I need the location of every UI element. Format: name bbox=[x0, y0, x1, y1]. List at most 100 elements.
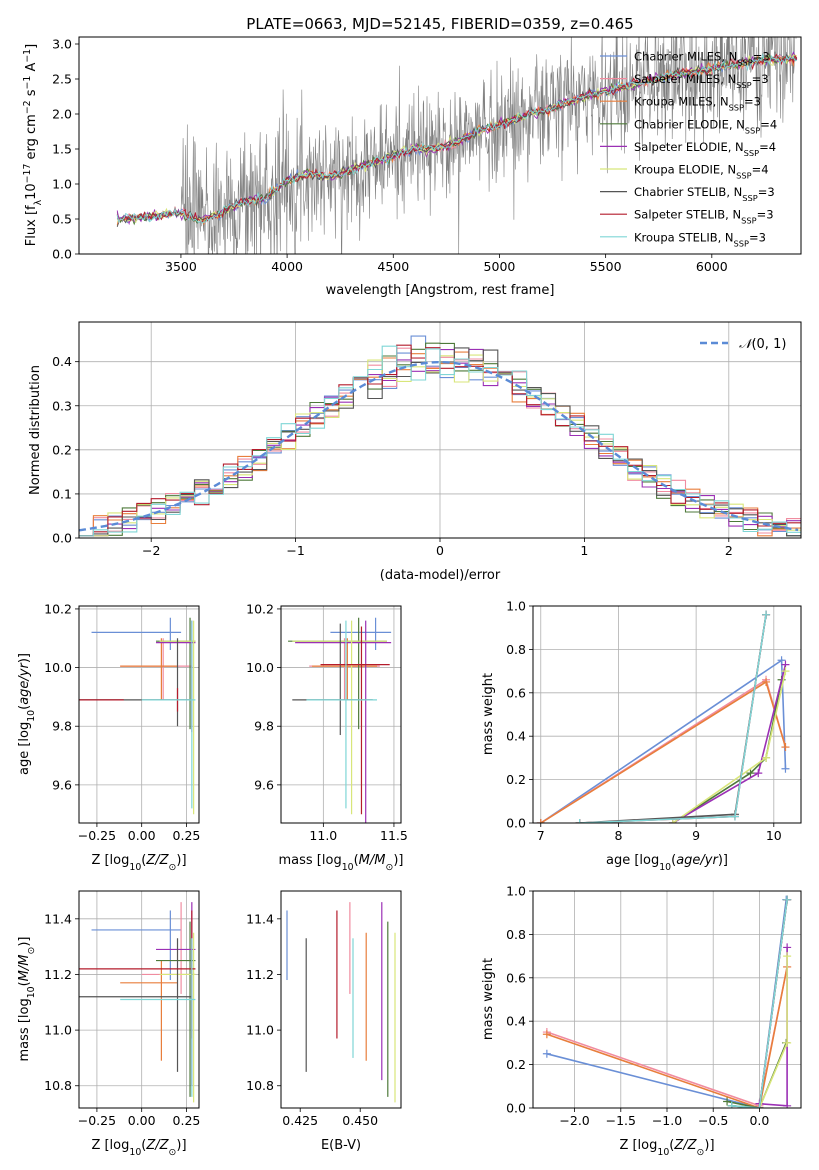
y-tick-label: 0.8 bbox=[506, 927, 526, 942]
weight-Z-marker bbox=[542, 1049, 551, 1058]
x-tick-label: 6000 bbox=[696, 259, 728, 274]
y-tick-label: 0.2 bbox=[506, 772, 526, 787]
axes-frame bbox=[78, 36, 802, 255]
residuals-legend: 𝒩(0, 1) bbox=[700, 337, 786, 352]
x-tick-label: 0.00 bbox=[128, 1113, 156, 1128]
y-tick-label: 2.0 bbox=[52, 107, 72, 122]
legend-entry-salpeter_miles: Salpeter MILES, NSSP=3 bbox=[634, 72, 769, 90]
x-tick-label: 0.425 bbox=[282, 1113, 318, 1128]
spectrum-title: PLATE=0663, MJD=52145, FIBERID=0359, z=0… bbox=[246, 15, 633, 33]
weight-age-marker bbox=[762, 677, 771, 686]
weight-Z-marker bbox=[755, 1104, 764, 1108]
spectrum-axes: 3500 4000 4500 5000 5500 6000 0.0 0.5 1.0 1.5 2.0 2… bbox=[22, 36, 802, 298]
x-tick-label: 7 bbox=[537, 828, 545, 843]
legend-entry-kroupa_elodie: Kroupa ELODIE, NSSP=4 bbox=[634, 163, 769, 181]
y-tick-label: 10.0 bbox=[246, 660, 274, 675]
y-tick-label: 9.8 bbox=[254, 719, 274, 734]
observed-spectrum-line bbox=[116, 37, 797, 254]
weight-age-axes-plot-area bbox=[533, 606, 801, 823]
spectrum-legend: Chabrier MILES, NSSP=3 Salpeter MILES, NS… bbox=[600, 50, 777, 248]
weight-Z-line-kroupa_miles bbox=[546, 966, 788, 1108]
x-tick-label: 4000 bbox=[271, 259, 303, 274]
weight-age-axes: 7 8 9 10 0.0 0.2 0.4 0.6 0.8 1.0 age [log10(age/yr… bbox=[481, 599, 802, 873]
y-tick-label: 11.2 bbox=[44, 967, 72, 982]
x-tick-label: 0.450 bbox=[342, 1113, 378, 1128]
y-tick-label: 0.4 bbox=[506, 729, 526, 744]
x-tick-label: −1 bbox=[286, 543, 304, 558]
legend-entry-chabrier_stelib: Chabrier STELIB, NSSP=3 bbox=[634, 185, 775, 203]
x-tick-label: 11.0 bbox=[309, 828, 337, 843]
y-tick-label: 0.8 bbox=[506, 642, 526, 657]
weight-Z-marker bbox=[783, 1101, 792, 1108]
weight-age-marker bbox=[762, 753, 771, 762]
y-tick-label: 10.2 bbox=[246, 601, 274, 616]
y-tick-label: 1.0 bbox=[506, 599, 526, 614]
mass-Z-axes: −0.25 0.00 0.25 10.8 11.0 11.2 11.4 Z [log10(Z/… bbox=[17, 890, 201, 1158]
x-tick-label: −1.0 bbox=[652, 1113, 682, 1128]
weight-age-marker bbox=[777, 656, 786, 665]
y-tick-label: 10.8 bbox=[44, 1078, 72, 1093]
y-tick-label: 0.1 bbox=[52, 486, 72, 501]
mass-Z-axes-plot-area bbox=[79, 891, 199, 1108]
x-tick-label: 5000 bbox=[484, 259, 516, 274]
spectrum-axes-plot-area bbox=[116, 37, 798, 254]
mass-Z-ylabel: mass [log10(M/M⊙)] bbox=[17, 937, 37, 1062]
weight-Z-marker bbox=[542, 1030, 551, 1039]
y-tick-label: 0.0 bbox=[52, 531, 72, 546]
x-tick-label: 10 bbox=[766, 828, 782, 843]
weight-Z-marker bbox=[783, 943, 792, 952]
x-tick-label: 9 bbox=[692, 828, 700, 843]
x-tick-label: −0.5 bbox=[698, 1113, 728, 1128]
y-tick-label: 10.0 bbox=[44, 660, 72, 675]
axes-frame bbox=[78, 890, 200, 1109]
y-tick-label: 0.2 bbox=[506, 1057, 526, 1072]
histogram-step-kroupa_stelib bbox=[79, 345, 801, 537]
y-tick-label: 0.0 bbox=[506, 816, 526, 831]
axes-frame bbox=[78, 605, 200, 824]
weight-age-marker bbox=[536, 819, 545, 823]
y-tick-label: 0.0 bbox=[506, 1101, 526, 1116]
y-tick-label: 0.6 bbox=[506, 685, 526, 700]
legend-entry-chabrier_miles: Chabrier MILES, NSSP=3 bbox=[634, 50, 770, 68]
y-tick-label: 11.0 bbox=[44, 1023, 72, 1038]
x-tick-label: 11.5 bbox=[380, 828, 408, 843]
age-Z-axes-plot-area bbox=[79, 606, 199, 823]
weight-age-marker bbox=[746, 769, 755, 778]
x-tick-label: 0.25 bbox=[173, 828, 201, 843]
y-tick-label: 0.5 bbox=[52, 212, 72, 227]
y-tick-label: 0.4 bbox=[506, 1014, 526, 1029]
x-tick-label: 2 bbox=[725, 543, 733, 558]
residuals-axes-plot-area bbox=[79, 322, 801, 538]
residuals-xlabel: (data-model)/error bbox=[380, 568, 501, 583]
x-tick-label: 4500 bbox=[377, 259, 409, 274]
age-mass-xlabel: mass [log10(M/M⊙)] bbox=[279, 853, 404, 873]
y-tick-label: 1.0 bbox=[52, 177, 72, 192]
y-tick-label: 9.6 bbox=[52, 777, 72, 792]
weight-Z-marker bbox=[727, 1101, 736, 1108]
weight-age-marker bbox=[781, 667, 790, 676]
weight-Z-marker bbox=[723, 1097, 732, 1106]
axes-frame bbox=[532, 605, 802, 824]
y-tick-label: 11.0 bbox=[246, 1023, 274, 1038]
legend-entry-salpeter_stelib: Salpeter STELIB, NSSP=3 bbox=[634, 208, 774, 226]
weight-Z-xlabel: Z [log10(Z/Z⊙)] bbox=[619, 1138, 714, 1158]
y-tick-label: 0.2 bbox=[52, 442, 72, 457]
weight-Z-marker bbox=[783, 1038, 792, 1047]
y-tick-label: 9.6 bbox=[254, 777, 274, 792]
age-Z-xlabel: Z [log10(Z/Z⊙)] bbox=[91, 853, 186, 873]
weight-age-line-chabrier_elodie bbox=[672, 679, 783, 823]
weight-age-ylabel: mass weight bbox=[481, 673, 496, 755]
y-tick-label: 3.0 bbox=[52, 37, 72, 52]
mass-ebv-axes-plot-area bbox=[286, 902, 396, 1103]
y-tick-label: 11.2 bbox=[246, 967, 274, 982]
weight-age-marker bbox=[754, 769, 763, 778]
y-tick-label: 0.3 bbox=[52, 398, 72, 413]
x-tick-label: 3500 bbox=[165, 259, 197, 274]
y-tick-label: 9.8 bbox=[52, 719, 72, 734]
x-tick-label: 0.00 bbox=[128, 828, 156, 843]
weight-Z-marker bbox=[783, 952, 792, 961]
legend-entry-chabrier_elodie: Chabrier ELODIE, NSSP=4 bbox=[634, 117, 777, 135]
x-tick-label: 0.25 bbox=[173, 1113, 201, 1128]
residuals-ylabel: Normed distribution bbox=[28, 365, 43, 495]
